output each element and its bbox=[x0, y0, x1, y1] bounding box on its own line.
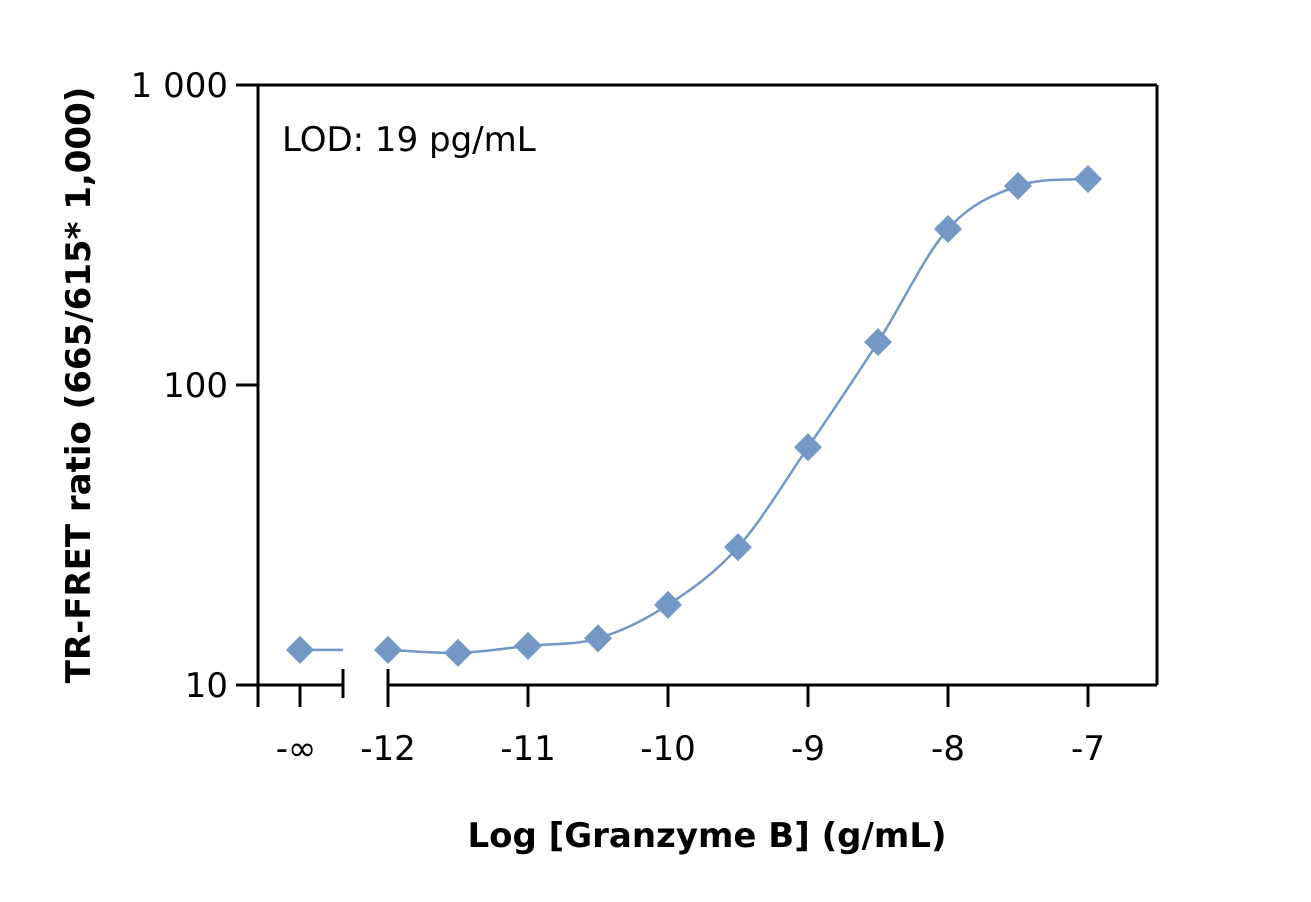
data-point bbox=[514, 631, 542, 660]
x-axis-label: Log [Granzyme B] (g/mL) bbox=[467, 816, 946, 856]
data-point bbox=[1074, 165, 1102, 194]
data-point bbox=[864, 328, 892, 357]
data-point-neg-infinity bbox=[286, 635, 314, 664]
lod-annotation: LOD: 19 pg/mL bbox=[282, 120, 536, 160]
x-tick-label: -12 bbox=[360, 729, 416, 769]
data-point bbox=[934, 215, 962, 244]
data-point bbox=[1004, 171, 1032, 200]
data-points bbox=[286, 165, 1102, 667]
fit-curve bbox=[387, 177, 1089, 655]
x-tick-label: -10 bbox=[640, 729, 696, 769]
data-point bbox=[374, 635, 402, 664]
x-tick-label: -11 bbox=[500, 729, 556, 769]
data-point bbox=[584, 624, 612, 653]
data-point bbox=[444, 638, 472, 667]
axes bbox=[256, 83, 1159, 707]
y-tick-label: 1 000 bbox=[131, 66, 228, 106]
data-point bbox=[654, 590, 682, 619]
x-tick-label: -9 bbox=[791, 729, 825, 769]
y-tick-label: 100 bbox=[163, 366, 228, 406]
data-point bbox=[794, 433, 822, 462]
x-tick-label-neg-infinity: -∞ bbox=[276, 729, 317, 769]
x-tick-label: -7 bbox=[1071, 729, 1105, 769]
y-ticks: 10 100 1 000 bbox=[131, 66, 258, 706]
y-tick-label: 10 bbox=[185, 666, 228, 706]
x-tick-label: -8 bbox=[931, 729, 965, 769]
x-ticks: -12 -11 -10 -9 -8 -7 -∞ bbox=[276, 685, 1105, 769]
data-point bbox=[724, 533, 752, 562]
y-axis-label: TR-FRET ratio (665/615* 1,000) bbox=[59, 87, 99, 684]
